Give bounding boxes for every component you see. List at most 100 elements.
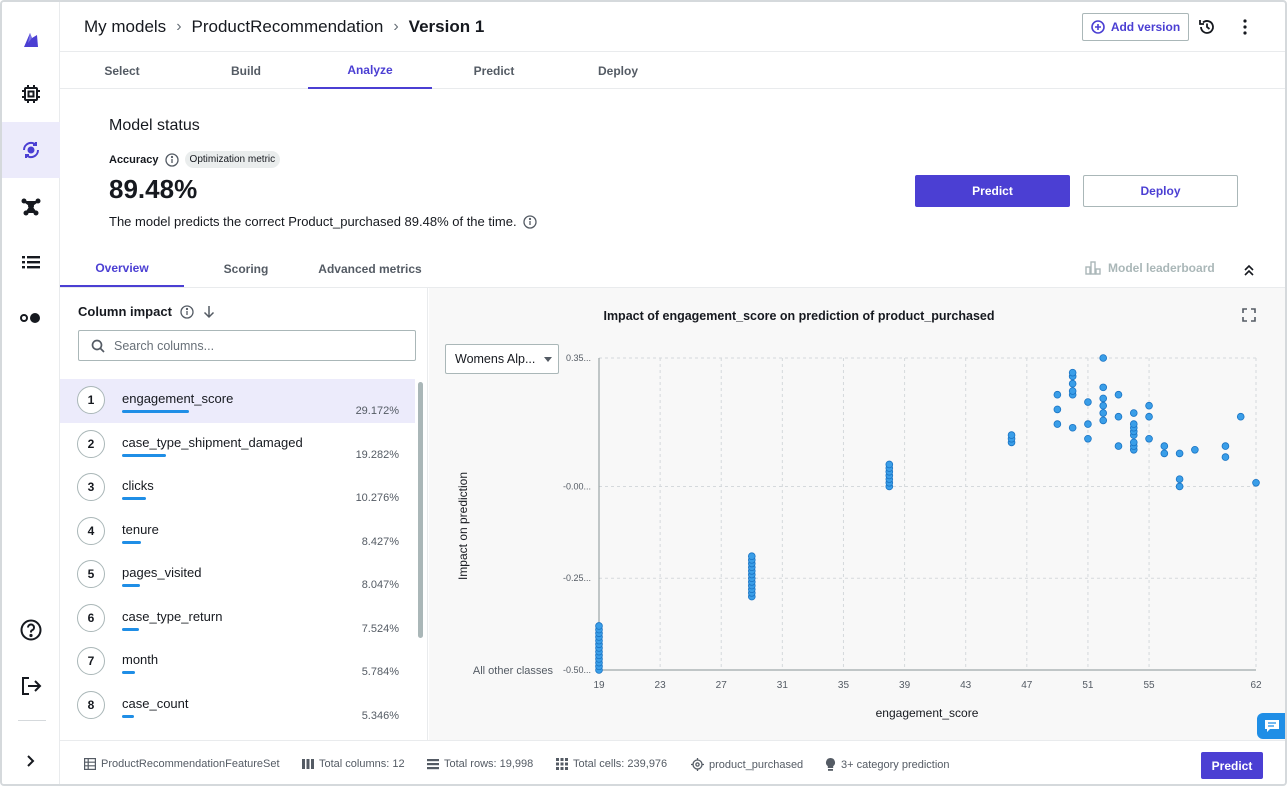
column-list-item[interactable]: 7 month 5.784% <box>60 640 415 684</box>
sort-descending-icon[interactable] <box>202 305 216 319</box>
collapse-icon[interactable] <box>1240 261 1258 279</box>
column-name: case_type_shipment_damaged <box>122 434 303 450</box>
tab-select[interactable]: Select <box>104 63 140 78</box>
tab-build[interactable]: Build <box>231 63 261 78</box>
column-name: clicks <box>122 478 154 493</box>
x-tick-label: 19 <box>593 680 605 691</box>
history-icon[interactable] <box>1196 16 1218 38</box>
info-icon[interactable] <box>522 214 537 229</box>
chevron-right-icon: › <box>393 18 399 35</box>
breadcrumb-my-models[interactable]: My models <box>84 17 167 36</box>
column-list-item[interactable]: 2 case_type_shipment_damaged 19.282% <box>60 423 415 467</box>
scatter-point <box>1007 431 1016 439</box>
scatter-point <box>1099 394 1108 403</box>
scatter-point <box>1252 479 1260 487</box>
scatter-point <box>1145 401 1153 410</box>
expand-nav-icon[interactable] <box>2 733 60 784</box>
feedback-chat-icon[interactable] <box>1257 713 1285 739</box>
scrollbar-thumb[interactable] <box>418 382 423 638</box>
info-icon[interactable] <box>180 304 194 319</box>
x-tick-label: 55 <box>1143 680 1155 691</box>
scatter-point <box>1068 379 1077 388</box>
tab-overview[interactable]: Overview <box>60 251 184 287</box>
x-tick-label: 35 <box>838 680 850 691</box>
scatter-point <box>1145 412 1153 421</box>
x-tick-label: 47 <box>1021 680 1033 691</box>
column-name: case_type_return <box>122 608 223 624</box>
tab-scoring[interactable]: Scoring <box>223 262 269 276</box>
plus-circle-icon <box>1091 20 1105 34</box>
y-tick-label: 0.35... <box>566 353 591 363</box>
impact-chart-panel: 19 23 27 31 35 39 43 47 51 55 62 0.35... -0.00... -0.… <box>429 288 1285 740</box>
add-version-button[interactable]: Add version <box>1082 13 1189 41</box>
scatter-point <box>1175 449 1184 458</box>
column-name: case_count <box>122 695 189 711</box>
scatter-point <box>1099 354 1108 362</box>
column-rank: 1 <box>77 386 105 414</box>
class-select-dropdown[interactable]: Womens Alp... <box>445 344 559 374</box>
column-impact-panel: Column impact Search columns... 1 engagem… <box>60 288 428 740</box>
column-rank: 8 <box>77 690 105 719</box>
column-impact-bar <box>122 497 146 500</box>
column-list-item[interactable]: 6 case_type_return 7.524% <box>60 597 415 641</box>
help-icon[interactable] <box>2 602 60 658</box>
fullscreen-icon[interactable] <box>1242 308 1258 324</box>
column-impact-bar <box>122 410 189 413</box>
tab-advanced-metrics[interactable]: Advanced metrics <box>318 262 422 276</box>
footer-total-rows: Total rows: 19,998 <box>427 758 533 770</box>
scatter-point <box>1099 409 1108 417</box>
column-rank: 6 <box>77 603 105 632</box>
deploy-button[interactable]: Deploy <box>1083 175 1238 207</box>
pipelines-icon[interactable] <box>2 178 60 234</box>
tab-predict[interactable]: Predict <box>473 63 515 78</box>
scatter-point <box>1129 420 1138 428</box>
tab-deploy[interactable]: Deploy <box>597 63 638 78</box>
y-axis-label: Impact on prediction <box>456 472 470 580</box>
footer-target: product_purchased <box>691 758 803 771</box>
my-models-icon[interactable] <box>2 122 60 178</box>
scatter-point <box>1114 390 1123 399</box>
x-tick-label: 27 <box>716 680 728 691</box>
column-impact-title: Column impact <box>78 304 172 319</box>
accuracy-label: Accuracy <box>109 153 159 166</box>
y-tick-label: -0.50... <box>563 665 591 675</box>
column-list-item[interactable]: 1 engagement_score 29.172% <box>60 379 415 423</box>
breadcrumb-version: Version 1 <box>408 17 485 36</box>
column-impact-percent: 8.427% <box>361 535 399 548</box>
column-rank: 4 <box>77 516 105 545</box>
x-tick-label: 51 <box>1082 680 1094 691</box>
toggle-icon[interactable] <box>2 290 60 346</box>
column-list-item[interactable]: 4 tenure 8.427% <box>60 510 415 554</box>
left-nav-rail <box>2 2 60 784</box>
column-rank: 5 <box>77 560 105 588</box>
canvas-logo-icon[interactable] <box>2 12 60 68</box>
accuracy-value: 89.48% <box>109 174 198 204</box>
search-columns-input[interactable]: Search columns... <box>78 330 416 361</box>
scatter-point <box>1160 442 1169 450</box>
table-icon <box>84 758 96 770</box>
add-version-label: Add version <box>1110 20 1181 34</box>
model-leaderboard-link[interactable]: Model leaderboard <box>1085 261 1215 275</box>
problem-type: 3+ category prediction <box>841 758 950 771</box>
column-list-item[interactable]: 5 pages_visited 8.047% <box>60 553 415 597</box>
column-list-item[interactable]: 8 case_count 5.346% <box>60 684 415 728</box>
scatter-point <box>1160 449 1169 458</box>
predict-button[interactable]: Predict <box>915 175 1070 207</box>
info-icon[interactable] <box>164 152 179 167</box>
breadcrumb-model[interactable]: ProductRecommendation <box>191 17 384 36</box>
footer-predict-button[interactable]: Predict <box>1201 752 1263 779</box>
list-icon[interactable] <box>2 234 60 290</box>
sign-out-icon[interactable] <box>2 658 60 714</box>
workflow-tabs: Select Build Analyze Predict Deploy <box>60 52 1285 89</box>
more-options-icon[interactable] <box>1234 16 1256 38</box>
chip-icon[interactable] <box>2 66 60 122</box>
column-rank: 3 <box>77 473 105 501</box>
column-list-item[interactable]: 3 clicks 10.276% <box>60 466 415 510</box>
scatter-chart: 19 23 27 31 35 39 43 47 51 55 62 0.35... -0.00... -0.… <box>456 353 1262 720</box>
analysis-tabs: Overview Scoring Advanced metrics Model … <box>60 251 1285 288</box>
scatter-point <box>1221 453 1230 461</box>
tab-analyze[interactable]: Analyze <box>308 52 432 89</box>
dataset-name: ProductRecommendationFeatureSet <box>101 758 280 770</box>
y-tick-label: -0.00... <box>563 481 591 491</box>
total-rows: Total rows: 19,998 <box>444 758 534 770</box>
